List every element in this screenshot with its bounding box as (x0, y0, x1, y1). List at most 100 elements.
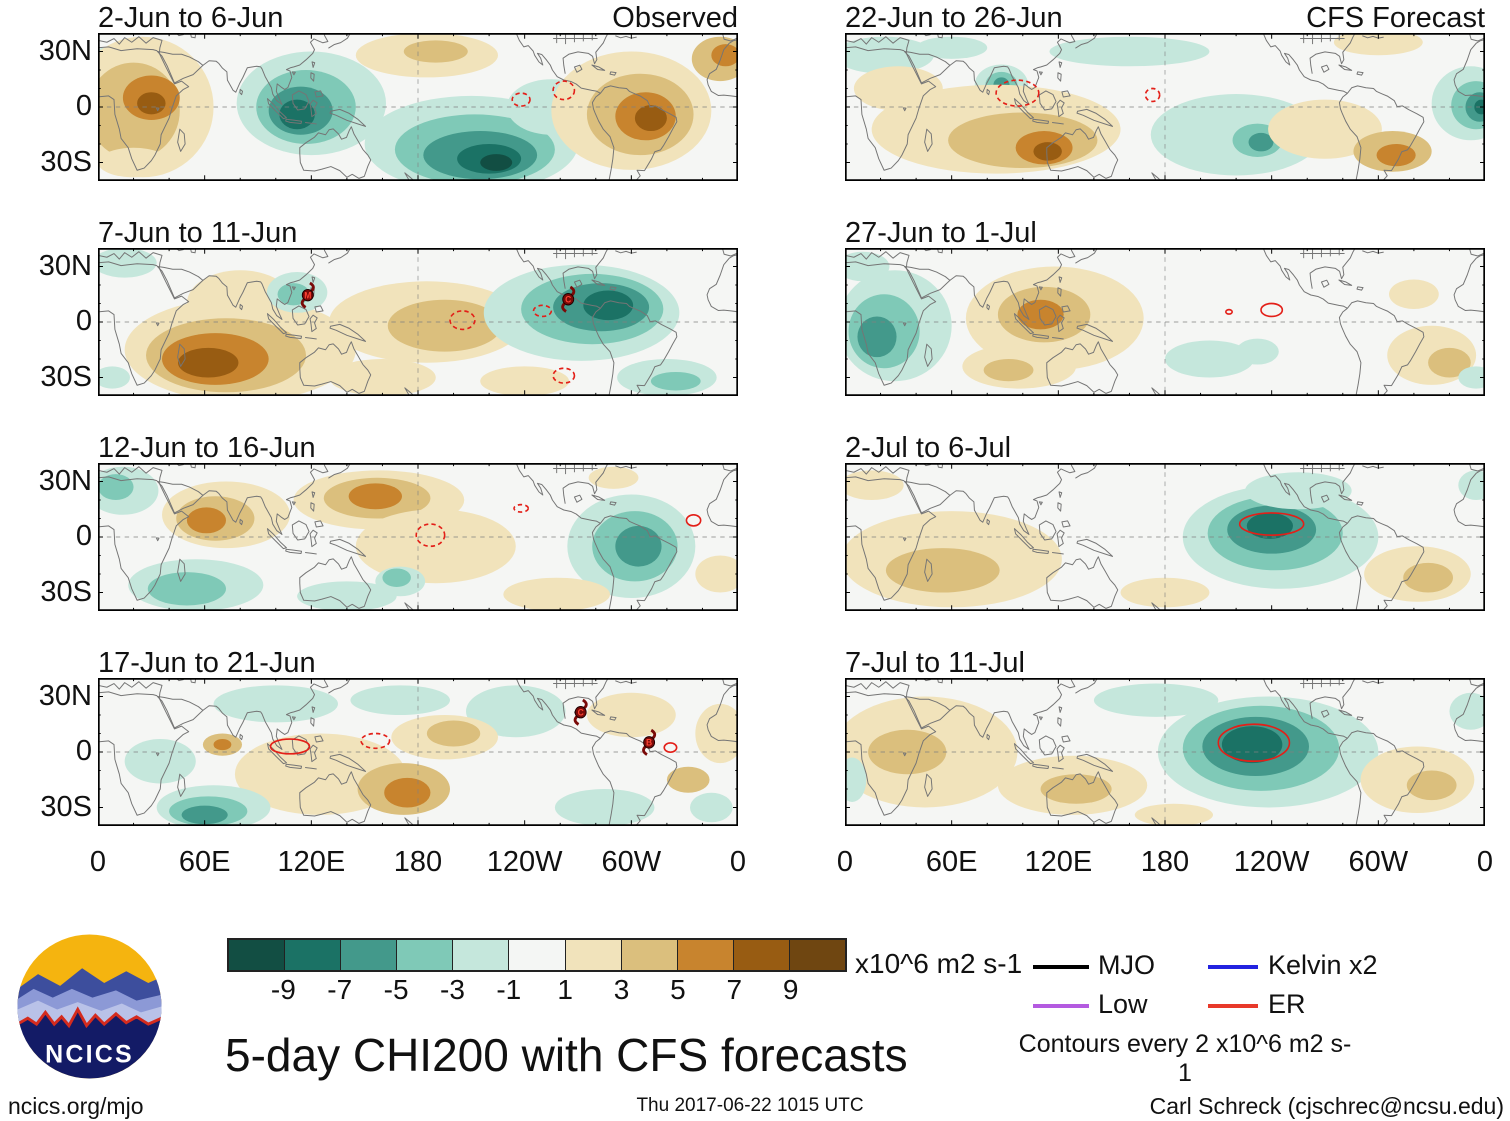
coastlines (845, 678, 1485, 826)
anomaly-map (845, 33, 1485, 181)
equator-dateline-gridlines (845, 678, 1485, 826)
x-axis-label: 60E (178, 846, 231, 878)
colorbar-tick-label: 7 (726, 974, 743, 1005)
map-border (98, 678, 738, 826)
panel-source-label: CFS Forecast (1306, 2, 1485, 34)
storm-marker: M (300, 281, 315, 309)
storm-marker: B (642, 728, 657, 756)
x-axis-label: 0 (729, 846, 747, 878)
wave-contour (1144, 87, 1161, 103)
x-axis-label: 120W (1233, 846, 1310, 878)
legend-label: ER (1268, 989, 1306, 1019)
colorbar-cell (789, 940, 846, 970)
legend-line-kelvin-x2 (1208, 965, 1258, 969)
colorbar-cell (565, 940, 622, 970)
wave-contour (513, 503, 530, 513)
colorbar-cell (509, 940, 566, 970)
x-axis-label: 0 (1476, 846, 1494, 878)
map-border (845, 678, 1485, 826)
coastlines (98, 33, 738, 181)
wave-contour (415, 523, 446, 548)
svg-text:C: C (578, 707, 585, 717)
y-axis-label: 30N (38, 464, 92, 497)
coastlines (845, 248, 1485, 396)
svg-text:C: C (565, 294, 572, 304)
coastlines (98, 678, 738, 826)
panel-date-range: 22-Jun to 26-Jun (845, 2, 1063, 34)
colorbar-tick-label: -7 (327, 974, 353, 1005)
wave-contour (663, 742, 678, 754)
x-axis-label: 0 (836, 846, 854, 878)
colorbar-tick-label: -3 (440, 974, 465, 1005)
legend-line-mjo (1033, 965, 1089, 969)
coastlines (98, 248, 738, 396)
wave-contour (1238, 512, 1305, 536)
equator-dateline-gridlines (98, 248, 738, 396)
y-axis-label: 30S (40, 145, 92, 178)
colorbar-cell (453, 940, 510, 970)
map-border (98, 33, 738, 181)
anomaly-map: CB (98, 678, 738, 826)
coastlines (845, 33, 1485, 181)
anomaly-map (845, 248, 1485, 396)
colorbar-cell (621, 940, 678, 970)
y-axis-label: 0 (75, 520, 92, 552)
website-url: ncics.org/mjo (8, 1093, 144, 1119)
anomaly-map (98, 463, 738, 611)
storm-marker: C (573, 698, 588, 726)
x-axis-label: 180 (393, 846, 443, 878)
panel-date-range: 17-Jun to 21-Jun (98, 647, 316, 679)
panel-source-label: Observed (612, 2, 738, 34)
y-axis-label: 0 (75, 90, 92, 122)
legend-line-er (1208, 1004, 1258, 1008)
wave-contour (552, 80, 576, 101)
anomaly-map (98, 33, 738, 181)
x-axis-label: 180 (1140, 846, 1190, 878)
colorbar-cell (677, 940, 734, 970)
map-border (98, 463, 738, 611)
svg-text:M: M (304, 290, 311, 300)
anomaly-map (845, 463, 1485, 611)
y-axis-label: 30N (38, 249, 92, 282)
wave-contour (995, 79, 1040, 107)
colorbar-tick-label: -9 (270, 974, 296, 1005)
colorbar-cell (397, 940, 454, 970)
colorbar-tick-label: 5 (670, 974, 686, 1005)
y-axis-label: 30S (40, 360, 92, 393)
storm-marker: C (561, 285, 576, 313)
equator-dateline-gridlines (845, 248, 1485, 396)
contour-interval-note: Contours every 2 x10^6 m2 s-1 (1018, 1030, 1352, 1087)
legend-label: MJO (1098, 950, 1155, 980)
wave-contour (1260, 302, 1284, 318)
colorbar-units: x10^6 m2 s-1 (855, 948, 1023, 979)
y-axis-label: 0 (75, 305, 92, 337)
x-axis-label: 60W (601, 846, 662, 878)
equator-dateline-gridlines (98, 33, 738, 181)
colorbar (227, 938, 847, 972)
wave-contour (1217, 723, 1291, 763)
panel-date-range: 12-Jun to 16-Jun (98, 432, 316, 464)
colorbar-cell (341, 940, 398, 970)
y-axis-label: 30N (38, 34, 92, 67)
colorbar-tick-label: 9 (782, 974, 799, 1005)
equator-dateline-gridlines (98, 463, 738, 611)
x-axis-label: 0 (89, 846, 107, 878)
y-axis-label: 30S (40, 575, 92, 608)
x-axis-label: 120E (277, 846, 346, 878)
x-axis-label: 60W (1348, 846, 1409, 878)
colorbar-cell (285, 940, 342, 970)
colorbar-cell (733, 940, 790, 970)
panel-date-range: 7-Jul to 11-Jul (845, 647, 1025, 679)
colorbar-tick-label: -1 (496, 974, 522, 1005)
wave-contour (269, 738, 311, 755)
wave-contour (552, 367, 576, 384)
panel-date-range: 7-Jun to 11-Jun (98, 217, 298, 249)
equator-dateline-gridlines (845, 463, 1485, 611)
y-axis-label: 0 (75, 735, 92, 767)
wave-contour (685, 513, 702, 527)
map-border (845, 33, 1485, 181)
coastlines (845, 463, 1485, 611)
coastlines (98, 463, 738, 611)
generation-timestamp: Thu 2017-06-22 1015 UTC (636, 1095, 864, 1116)
